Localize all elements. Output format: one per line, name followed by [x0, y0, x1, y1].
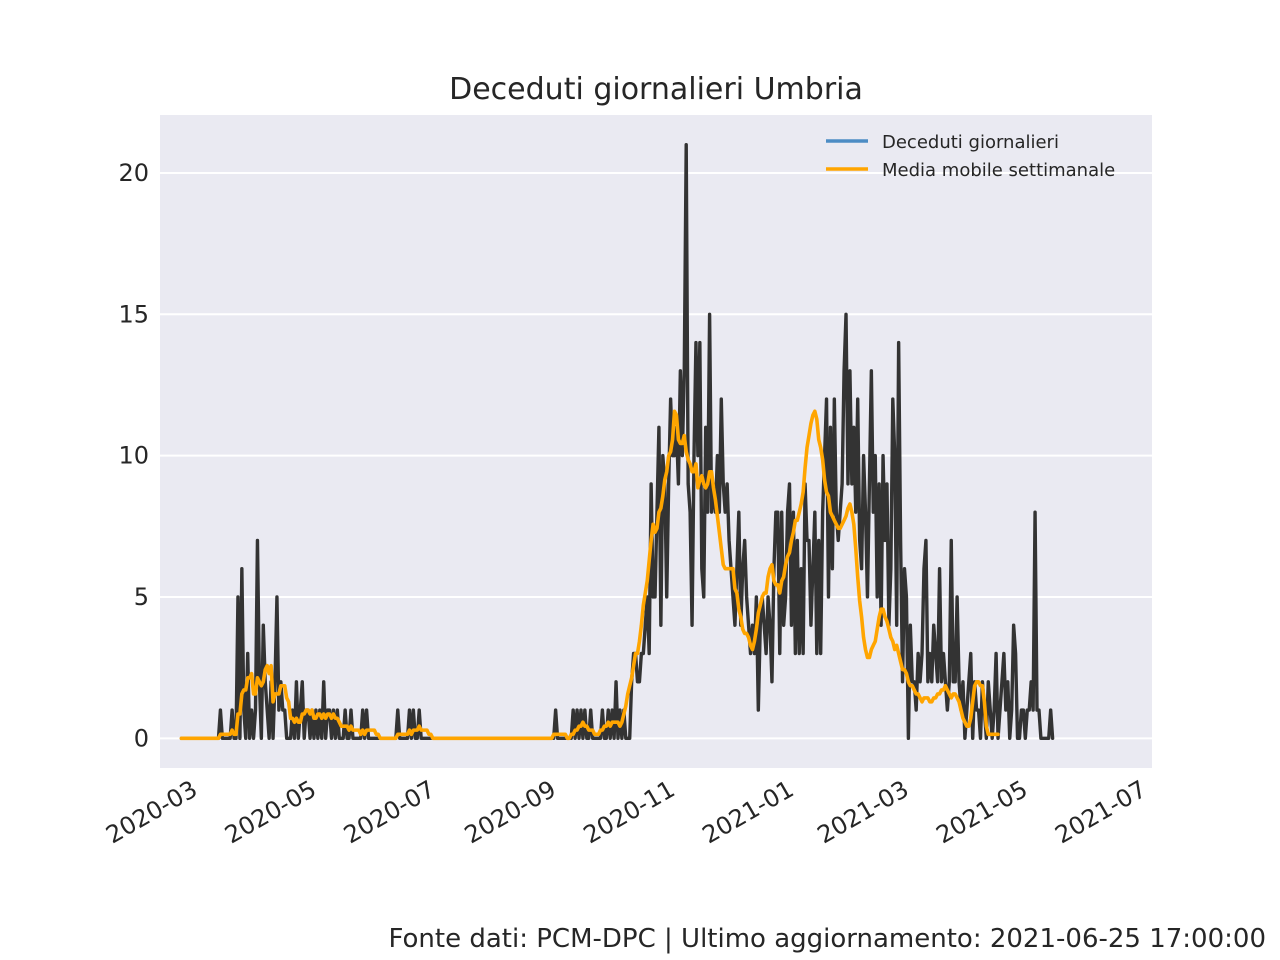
x-tick-label: 2021-01 [698, 775, 799, 849]
x-tick-labels: 2020-03 2020-05 2020-07 2020-09 2020-11 2021-… [101, 775, 1151, 849]
y-tick-label: 10 [118, 442, 149, 470]
x-tick-label: 2021-05 [932, 775, 1033, 849]
y-tick-labels: 0 5 10 15 20 [118, 159, 149, 752]
chart-title: Deceduti giornalieri Umbria [449, 72, 863, 107]
x-tick-label: 2021-03 [813, 775, 914, 849]
x-tick-label: 2020-05 [220, 775, 321, 849]
series-line-media-mobile [179, 409, 1000, 741]
legend-label-media-mobile: Media mobile settimanale [882, 160, 1115, 181]
x-tick-label: 2021-07 [1050, 775, 1151, 849]
series-lines [179, 142, 1055, 741]
y-tick-label: 20 [118, 159, 149, 187]
x-tick-label: 2020-09 [460, 775, 561, 849]
plot-area [160, 115, 1152, 768]
y-tick-label: 0 [134, 724, 149, 752]
y-tick-label: 15 [118, 300, 149, 328]
x-tick-label: 2020-11 [579, 775, 680, 849]
y-tick-label: 5 [134, 583, 149, 611]
x-tick-label: 2020-07 [339, 775, 440, 849]
source-footer: Fonte dati: PCM-DPC | Ultimo aggiornamen… [388, 924, 1267, 954]
legend-label-deceduti: Deceduti giornalieri [882, 132, 1059, 153]
series-line-deceduti [179, 142, 1055, 741]
x-tick-label: 2020-03 [101, 775, 202, 849]
legend: Deceduti giornalieri Media mobile settim… [826, 132, 1115, 181]
